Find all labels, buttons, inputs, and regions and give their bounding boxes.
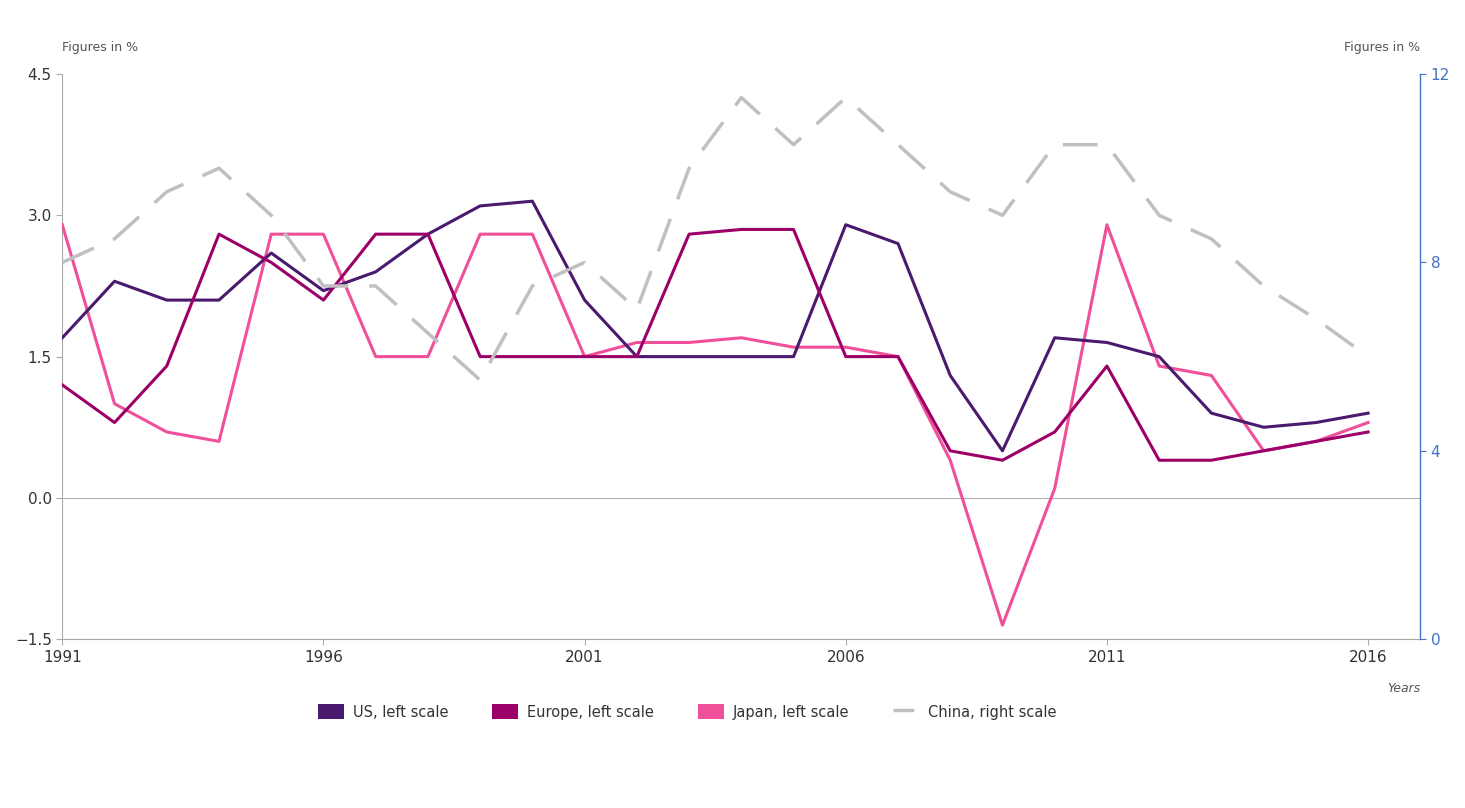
Text: Figures in %: Figures in % [63,41,138,54]
Text: Years: Years [1387,682,1421,695]
Text: Figures in %: Figures in % [1345,41,1421,54]
Legend: US, left scale, Europe, left scale, Japan, left scale, China, right scale: US, left scale, Europe, left scale, Japa… [318,704,1056,720]
